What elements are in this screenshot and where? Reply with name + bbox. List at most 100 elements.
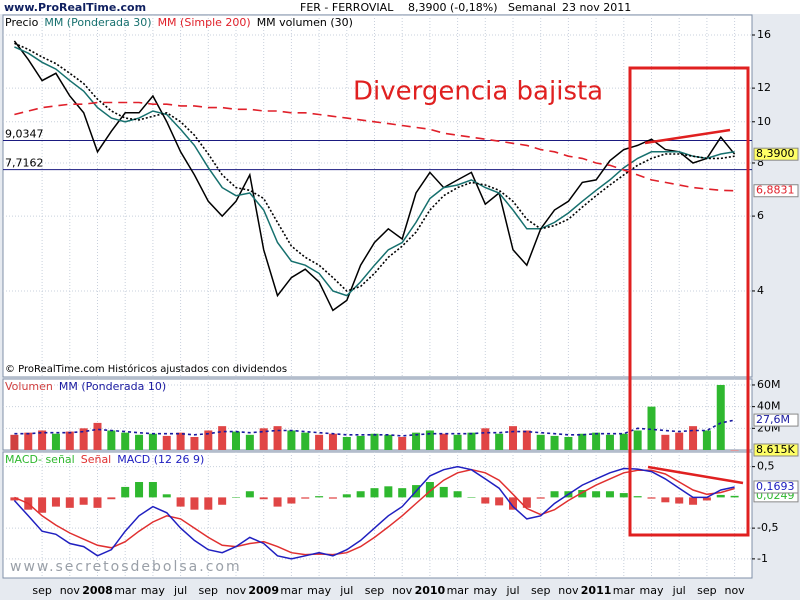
bar bbox=[412, 432, 421, 450]
bar bbox=[162, 494, 171, 498]
last-value-box bbox=[753, 147, 799, 161]
line bbox=[13, 40, 736, 312]
x-tick-label: nov bbox=[226, 584, 247, 597]
bar bbox=[592, 432, 601, 450]
bar bbox=[162, 435, 171, 450]
bar bbox=[328, 433, 337, 450]
x-tick-label: mar bbox=[613, 584, 635, 597]
x-tick-label: may bbox=[307, 584, 331, 597]
bar bbox=[259, 428, 268, 450]
line bbox=[13, 465, 735, 560]
legend-entry: Señal bbox=[81, 453, 112, 466]
bar bbox=[287, 430, 296, 450]
bar bbox=[522, 497, 531, 508]
y-tick-label: -1 bbox=[757, 552, 768, 565]
bar bbox=[633, 430, 642, 450]
bar bbox=[315, 434, 324, 450]
bar bbox=[509, 426, 517, 450]
x-tick-label: 2010 bbox=[415, 584, 446, 597]
bar bbox=[301, 432, 310, 450]
bar bbox=[619, 493, 628, 498]
x-tick-label: nov bbox=[558, 584, 579, 597]
trend-line bbox=[647, 465, 744, 485]
bar bbox=[675, 432, 684, 450]
last-value-label: 0,1693 bbox=[756, 480, 795, 493]
bar bbox=[245, 491, 254, 498]
line bbox=[14, 468, 735, 556]
bar bbox=[65, 431, 74, 450]
quote: 8,3900 (-0,18%) bbox=[408, 1, 497, 14]
bar bbox=[135, 482, 144, 498]
bar bbox=[135, 434, 144, 450]
bar bbox=[716, 384, 725, 450]
bar bbox=[121, 486, 130, 498]
x-tick-label: nov bbox=[724, 584, 745, 597]
bar bbox=[564, 436, 573, 450]
legend-entry: MACD- señal bbox=[5, 453, 75, 466]
line bbox=[14, 101, 735, 192]
bar bbox=[702, 430, 711, 450]
x-tick-label: mar bbox=[114, 584, 136, 597]
last-value-box bbox=[753, 480, 799, 494]
bar bbox=[121, 432, 130, 450]
legend-entry: MM (Ponderada 30) bbox=[44, 16, 151, 29]
watermark: www.secretosdebolsa.com bbox=[10, 559, 242, 575]
bar bbox=[730, 449, 739, 451]
last-value-label: 27,6M bbox=[756, 413, 790, 426]
bar bbox=[176, 497, 185, 507]
bar bbox=[259, 497, 268, 500]
bar bbox=[384, 486, 393, 498]
bar bbox=[633, 496, 642, 498]
bar bbox=[439, 486, 448, 498]
legend-entry: Volumen bbox=[5, 380, 53, 393]
bar bbox=[301, 497, 310, 499]
note: © ProRealTime.com Históricos ajustados c… bbox=[5, 363, 287, 375]
x-tick-label: sep bbox=[32, 584, 51, 597]
x-tick-label: sep bbox=[365, 584, 384, 597]
y-tick-label: 0,5 bbox=[757, 460, 775, 473]
panel bbox=[2, 14, 753, 378]
bar bbox=[398, 488, 407, 498]
bar bbox=[342, 436, 351, 450]
bar bbox=[453, 491, 462, 498]
x-tick-label: jul bbox=[672, 584, 686, 597]
x-tick-label: sep bbox=[199, 584, 218, 597]
bar bbox=[675, 497, 684, 504]
legend-entry: MM (Ponderada 10) bbox=[59, 380, 166, 393]
bar bbox=[425, 482, 434, 498]
bar bbox=[495, 433, 504, 450]
site: www.ProRealTime.com bbox=[4, 1, 146, 14]
trend-line bbox=[644, 128, 731, 145]
bar bbox=[370, 488, 379, 498]
period: Semanal bbox=[508, 1, 556, 14]
y-tick-label: 16 bbox=[757, 28, 771, 41]
bar bbox=[24, 432, 33, 450]
bar bbox=[93, 497, 102, 508]
bar bbox=[245, 434, 254, 450]
bar bbox=[232, 431, 240, 450]
bar bbox=[481, 497, 490, 504]
x-tick-label: may bbox=[473, 584, 497, 597]
bar bbox=[65, 497, 74, 508]
bar bbox=[647, 406, 656, 450]
bar bbox=[467, 432, 476, 450]
bar bbox=[107, 497, 116, 500]
bar bbox=[107, 430, 116, 450]
bar bbox=[578, 490, 587, 498]
bar bbox=[619, 433, 628, 450]
last-value-box bbox=[753, 413, 799, 427]
bar bbox=[148, 482, 157, 498]
x-tick-label: nov bbox=[392, 584, 413, 597]
last-value-box bbox=[753, 443, 799, 457]
x-tick-label: nov bbox=[60, 584, 81, 597]
bar bbox=[550, 491, 559, 498]
y-tick-label: 10 bbox=[757, 115, 771, 128]
bar bbox=[356, 491, 365, 498]
bar bbox=[370, 433, 379, 450]
x-tick-label: may bbox=[640, 584, 664, 597]
x-tick-label: 2011 bbox=[581, 584, 612, 597]
x-tick-label: jul bbox=[173, 584, 187, 597]
bar bbox=[79, 428, 88, 450]
panel bbox=[2, 451, 753, 579]
